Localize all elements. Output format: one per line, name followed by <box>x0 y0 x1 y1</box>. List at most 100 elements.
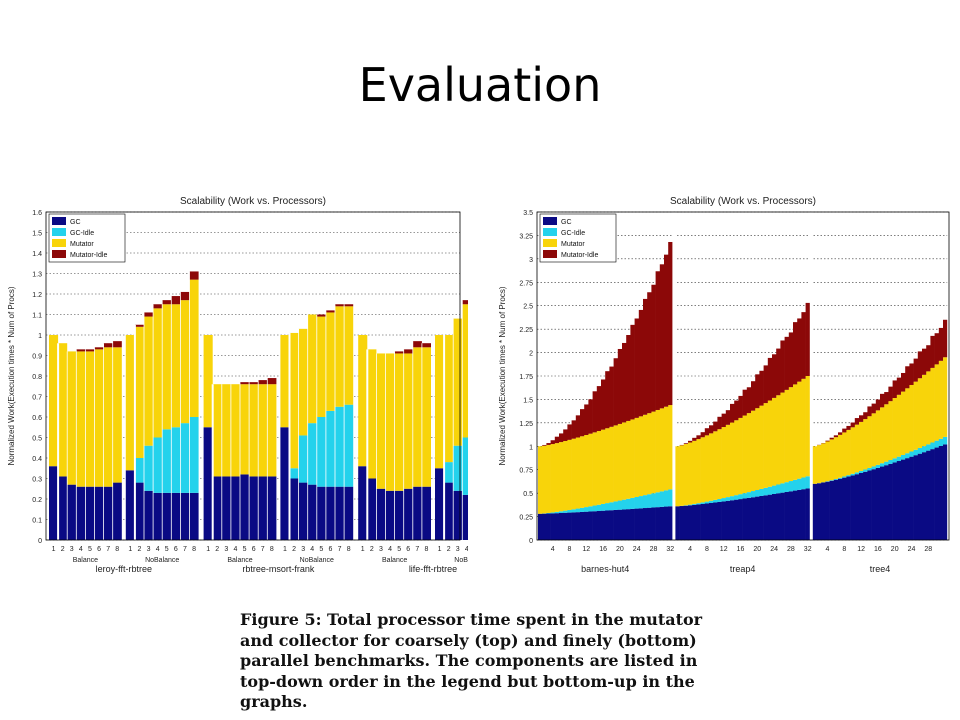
y-tick-label: 1.3 <box>32 272 42 279</box>
bar-segment-gc <box>134 482 144 540</box>
bar-segment-gc <box>412 486 422 540</box>
y-tick-label: 2.5 <box>523 304 533 311</box>
bar-segment-mutator-idle <box>846 425 851 430</box>
bar-segment-mutator <box>435 335 445 469</box>
bar-segment-gc <box>588 511 593 540</box>
x-tick-label: 8 <box>568 546 572 553</box>
bar-segment-mutator <box>588 433 593 507</box>
bar-segment-gc <box>49 466 59 540</box>
x-tick-label: 7 <box>338 546 342 553</box>
bar-segment-gc <box>776 493 781 540</box>
x-tick-label: 20 <box>753 546 761 553</box>
bar-segment-mutator <box>664 406 669 491</box>
bar-segment-mutator <box>647 413 652 495</box>
x-tick-label: 7 <box>261 546 265 553</box>
bar-segment-mutator-idle <box>730 403 735 423</box>
bar-segment-gc-idle <box>880 463 885 467</box>
bar-segment-mutator-idle <box>751 381 756 411</box>
bar-segment-gc <box>934 447 940 540</box>
bar-segment-mutator <box>730 422 735 497</box>
x-tick-label: 28 <box>650 546 658 553</box>
x-tick-label: 6 <box>406 546 410 553</box>
bar-segment-gc <box>153 492 163 540</box>
bar-segment-gc <box>592 511 598 540</box>
plot-frame <box>536 211 950 541</box>
bar-segment-mutator <box>316 316 326 417</box>
bar-segment-gc <box>358 466 368 540</box>
bar-segment-mutator-idle <box>842 428 847 433</box>
x-tick-label: 4 <box>310 546 314 553</box>
bar-segment-gc <box>221 476 231 540</box>
bar-segment-gc-idle <box>896 456 902 462</box>
bar-segment-mutator <box>763 403 769 488</box>
bar-segment-mutator-idle <box>335 304 345 307</box>
x-tick-label: 6 <box>252 546 256 553</box>
y-tick-label: 0.5 <box>32 436 42 443</box>
x-tick-label: 2 <box>215 546 219 553</box>
bar-segment-gc <box>700 503 706 540</box>
bar-segment-mutator-idle <box>180 291 190 301</box>
bar-segment-mutator-idle <box>103 343 113 348</box>
bar-segment-gc <box>171 492 181 540</box>
bar-segment-mutator-idle <box>647 292 652 414</box>
bar-segment-mutator <box>905 388 910 454</box>
bar-segment-gc-idle <box>751 491 756 498</box>
bar-segment-gc <box>144 490 154 540</box>
x-tick-label: 8 <box>347 546 351 553</box>
bar-segment-gc-idle <box>780 483 785 493</box>
bar-segment-mutator <box>829 439 835 481</box>
legend-label: Mutator <box>70 241 94 248</box>
bar-segment-gc <box>212 476 222 540</box>
x-tick-label: 6 <box>328 546 332 553</box>
bar-segment-mutator-idle <box>943 319 948 358</box>
bar-segment-mutator <box>780 392 785 484</box>
bar-segment-mutator-idle <box>725 410 731 425</box>
bar-segment-mutator <box>376 353 386 489</box>
bar-segment-mutator-idle <box>709 425 714 434</box>
bar-segment-gc <box>888 463 893 540</box>
bar-segment-gc <box>76 486 86 540</box>
bar-segment-gc <box>772 494 777 540</box>
bar-segment-mutator-idle <box>240 382 250 385</box>
bar-segment-gc-idle <box>550 512 556 514</box>
bar-segment-mutator-idle <box>797 318 802 382</box>
x-tick-label: 24 <box>908 546 916 553</box>
bar-segment-mutator <box>258 384 268 477</box>
bar-segment-mutator-idle <box>905 366 910 389</box>
bar-segment-gc-idle <box>721 498 727 502</box>
bar-segment-mutator-idle <box>717 416 722 430</box>
bar-segment-mutator <box>797 381 802 479</box>
x-tick-label: 20 <box>616 546 624 553</box>
x-tick-label: 5 <box>165 546 169 553</box>
subgroup-label: NoBalance <box>145 557 179 564</box>
x-tick-label: 1 <box>283 546 287 553</box>
x-tick-label: 1 <box>438 546 442 553</box>
fine-chart-svg: Scalability (Work vs. Processors) Normali… <box>493 188 955 588</box>
bar-segment-mutator <box>230 384 240 477</box>
bar-segment-mutator <box>335 306 345 407</box>
bar-segment-gc <box>203 427 213 540</box>
bar-segment-mutator <box>153 308 163 438</box>
bar-segment-gc <box>444 482 454 540</box>
bar-segment-mutator-idle <box>922 348 927 375</box>
bar-segment-gc <box>601 510 606 540</box>
bar-segment-mutator-idle <box>567 424 572 440</box>
bar-segment-gc-idle <box>930 442 935 450</box>
bar-segment-mutator <box>592 432 598 506</box>
bar-segment-gc <box>580 511 585 540</box>
x-tick-label: 6 <box>97 546 101 553</box>
x-tick-label: 2 <box>447 546 451 553</box>
bar-segment-mutator-idle <box>934 333 940 365</box>
bar-segment-gc-idle <box>730 496 735 501</box>
bar-segment-gc-idle <box>763 487 769 496</box>
legend-swatch <box>52 217 66 225</box>
bar-segment-gc-idle <box>943 436 948 445</box>
bar-segment-gc <box>647 507 652 540</box>
bar-segment-gc <box>738 499 743 540</box>
bar-segment-gc <box>385 490 395 540</box>
bar-segment-mutator <box>696 439 701 504</box>
bar-segment-gc <box>751 497 756 540</box>
bar-segment-mutator <box>601 429 606 504</box>
x-tick-label: 2 <box>370 546 374 553</box>
bar-segment-mutator-idle <box>867 406 872 417</box>
